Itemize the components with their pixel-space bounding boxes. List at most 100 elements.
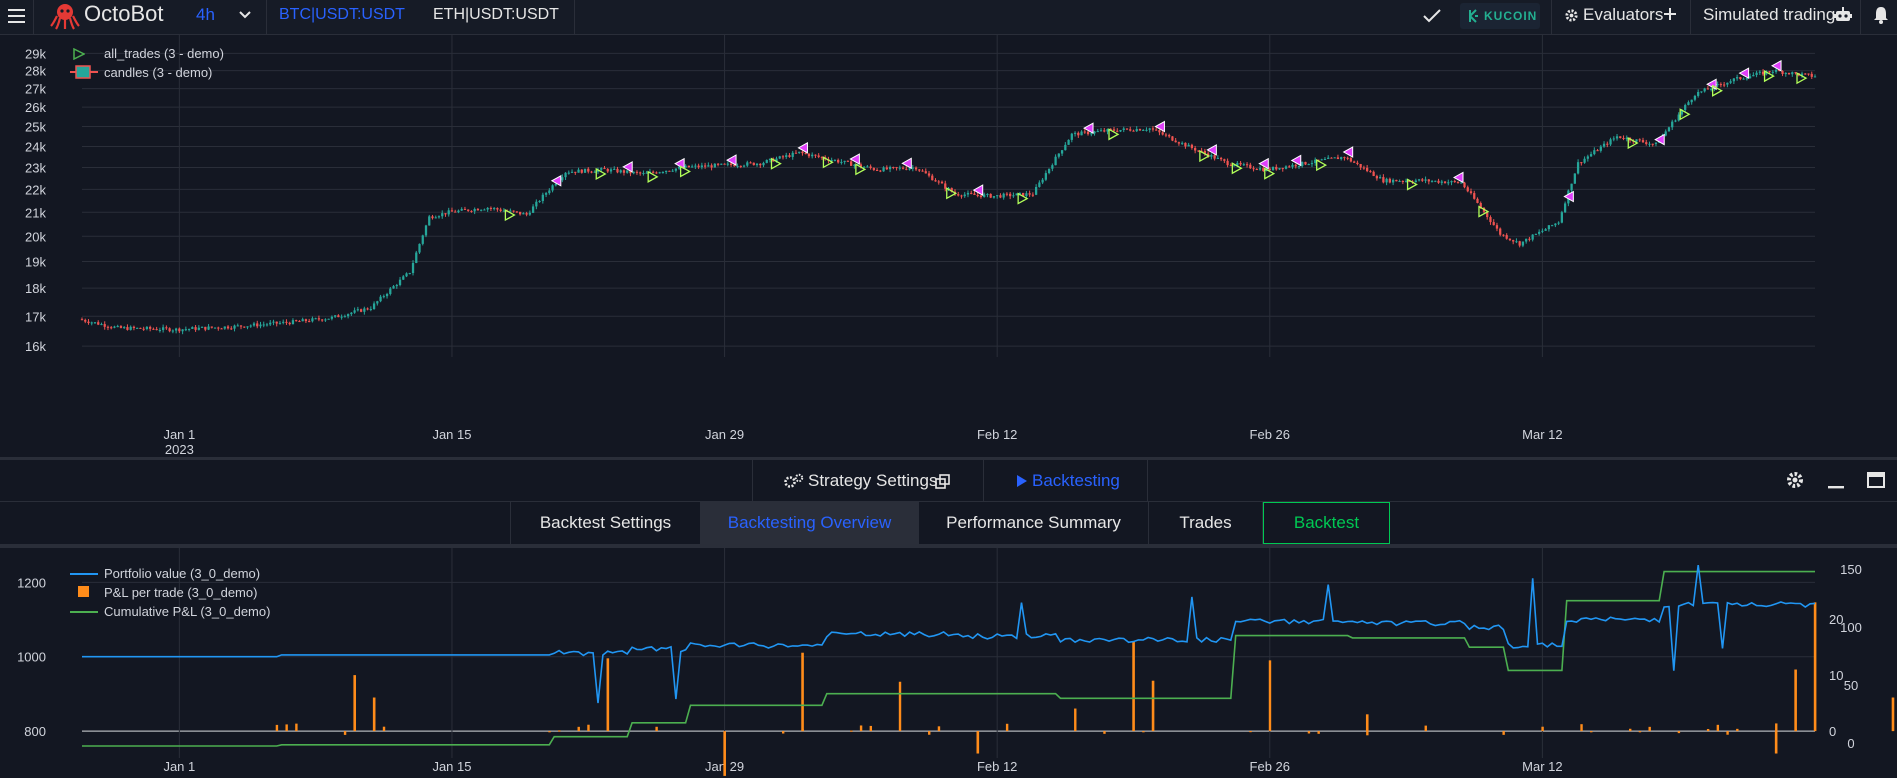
maximize-icon[interactable] <box>1866 470 1886 490</box>
candle-body <box>1729 81 1732 83</box>
candle-body <box>1200 150 1203 152</box>
candle-body <box>1255 169 1258 171</box>
candle-body <box>1512 240 1515 242</box>
exchange-badge[interactable] <box>1460 3 1540 29</box>
buy-trade-marker <box>504 208 516 222</box>
candle-body <box>1177 142 1181 144</box>
evaluators-menu[interactable]: Evaluators <box>1583 5 1664 24</box>
overview-x-tick: Mar 12 <box>1522 759 1562 774</box>
candle-body <box>327 318 330 320</box>
candle-body <box>165 327 168 329</box>
legend-pnl-per-trade[interactable]: P&L per trade (3_0_demo) <box>104 585 258 600</box>
settings-gear-icon[interactable] <box>1785 470 1805 490</box>
pair-tab-btc[interactable]: BTC|USDT:USDT <box>279 6 405 23</box>
candle-body <box>1687 102 1690 106</box>
tab-backtesting-overview[interactable]: Backtesting Overview <box>700 502 918 544</box>
candle-body <box>622 170 626 173</box>
overview-y-left-tick: 800 <box>24 724 46 739</box>
backtest-button[interactable]: Backtest <box>1263 502 1390 544</box>
pnl-trade-bar <box>1716 724 1720 732</box>
plus-icon[interactable] <box>1663 7 1677 21</box>
candle-body <box>405 273 408 277</box>
candle-body <box>1044 173 1047 180</box>
candle-body <box>149 326 152 329</box>
timeframe-selector[interactable]: 4h <box>196 5 215 24</box>
checkmark-icon[interactable] <box>1422 7 1442 25</box>
candle-body <box>437 216 441 218</box>
legend-all-trades[interactable]: all_trades (3 - demo) <box>104 46 224 61</box>
candle-body <box>522 213 525 215</box>
panel-toolbar: Strategy Settings Backtesting <box>0 457 1897 502</box>
candle-body <box>1664 131 1667 136</box>
candle-body <box>1651 143 1654 145</box>
candle-body <box>402 276 405 280</box>
sell-trade-marker <box>972 184 984 196</box>
pair-tab-eth[interactable]: ETH|USDT:USDT <box>433 6 559 23</box>
candle-body <box>1164 134 1168 136</box>
candle-body <box>1155 129 1158 131</box>
trading-mode-label[interactable]: Simulated trading <box>1703 5 1836 24</box>
candle-body <box>324 319 327 321</box>
candle-body <box>746 162 749 166</box>
strategy-settings-button[interactable]: Strategy Settings <box>808 471 938 490</box>
candle-body <box>398 279 402 286</box>
brand-name[interactable]: OctoBot <box>84 1 164 26</box>
chevron-down-icon[interactable] <box>238 9 252 21</box>
candle-body <box>298 321 301 323</box>
overview-x-tick: Jan 15 <box>432 759 471 774</box>
sell-trade-marker <box>622 161 633 173</box>
candle-body <box>246 326 249 328</box>
octobot-logo-icon[interactable] <box>50 2 80 30</box>
legend-cumulative-pnl[interactable]: Cumulative P&L (3_0_demo) <box>104 604 271 619</box>
candle-body <box>308 321 311 323</box>
candle-body <box>1125 128 1129 130</box>
sell-trade-marker <box>1563 190 1574 203</box>
tab-trades[interactable]: Trades <box>1148 502 1263 544</box>
candle-body <box>275 321 278 324</box>
candle-body <box>1015 193 1018 196</box>
candle-body <box>191 327 194 329</box>
candle-body <box>983 194 986 198</box>
candle-body <box>1219 157 1223 160</box>
candle-body <box>1122 128 1125 130</box>
candle-body <box>710 165 713 168</box>
buy-trade-marker <box>1679 108 1691 121</box>
candle-body <box>632 171 635 174</box>
legend-portfolio-value[interactable]: Portfolio value (3_0_demo) <box>104 566 261 581</box>
price-chart[interactable]: 29k 28k 27k 26k 25k 24k 23k 22k 21k 20k 19k 18k 17k 1… <box>0 35 1897 457</box>
candle-body <box>1031 194 1035 196</box>
candle-body <box>450 210 454 212</box>
candle-body <box>1641 140 1645 143</box>
candle-body <box>970 192 973 194</box>
candle-body <box>1710 88 1713 90</box>
candle-body <box>629 170 632 174</box>
backtesting-button[interactable]: Backtesting <box>1032 471 1120 490</box>
minimize-icon[interactable] <box>1826 470 1846 490</box>
candle-body <box>256 323 259 327</box>
tab-performance-summary[interactable]: Performance Summary <box>918 502 1148 544</box>
price-x-tick: Mar 12 <box>1522 427 1562 442</box>
candle-body <box>531 206 535 213</box>
candle-body <box>548 190 551 194</box>
candle-body <box>590 171 593 173</box>
candle-body <box>80 319 84 321</box>
candle-body <box>1327 157 1330 160</box>
candle-body <box>1499 228 1502 235</box>
bell-icon[interactable] <box>1873 6 1889 24</box>
candle-body <box>999 195 1002 198</box>
candle-body <box>1674 120 1677 122</box>
menu-icon[interactable] <box>8 7 26 25</box>
candle-body <box>1813 76 1817 78</box>
candle-body <box>850 161 853 166</box>
price-x-tick: Feb 26 <box>1250 427 1290 442</box>
robot-icon <box>1834 7 1852 21</box>
sell-trade-marker <box>1738 67 1750 80</box>
candle-body <box>1184 142 1187 147</box>
candle-body <box>1716 84 1719 86</box>
tab-backtest-settings[interactable]: Backtest Settings <box>510 502 700 544</box>
candle-body <box>1080 131 1083 136</box>
candle-body <box>1070 133 1073 140</box>
legend-candles[interactable]: candles (3 - demo) <box>104 65 213 80</box>
external-window-icon[interactable] <box>935 474 951 490</box>
